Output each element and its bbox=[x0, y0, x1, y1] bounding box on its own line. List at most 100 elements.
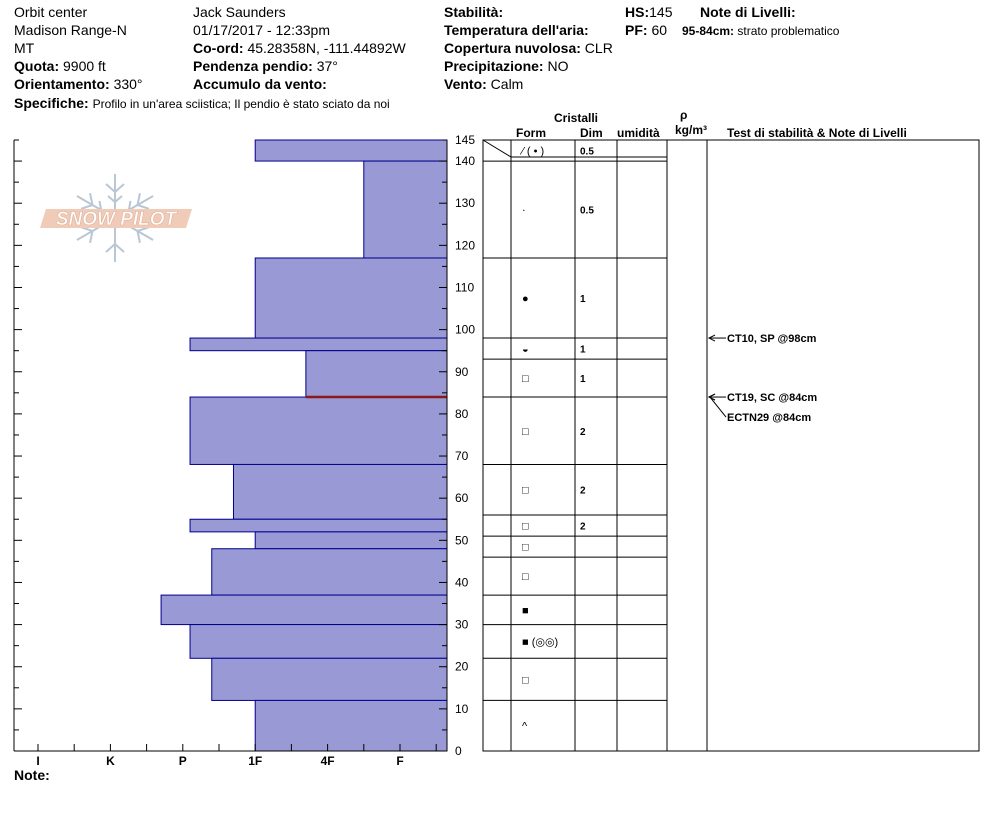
elevation-value: 9900 ft bbox=[63, 58, 106, 74]
depth-tick-label: 40 bbox=[455, 575, 469, 589]
depth-tick-label: 120 bbox=[455, 238, 475, 252]
grain-form-symbol: □ bbox=[522, 426, 529, 438]
slope-label: Pendenza pendio: bbox=[193, 58, 313, 74]
grain-form-symbol: ◒ bbox=[522, 344, 529, 356]
cloud-label: Copertura nuvolosa: bbox=[444, 40, 581, 56]
grain-size: 1 bbox=[580, 294, 586, 305]
depth-tick-label: 30 bbox=[455, 618, 469, 632]
layer-note-range: 95-84cm: bbox=[682, 24, 735, 38]
range: Madison Range-N bbox=[14, 22, 127, 38]
hs-label: HS: bbox=[625, 4, 650, 20]
rho-header: ρ bbox=[680, 108, 688, 122]
pf-row: PF: 60 bbox=[625, 22, 667, 39]
stability-test-label: CT10, SP @98cm bbox=[727, 333, 817, 345]
grain-form-symbol: □ bbox=[522, 571, 529, 583]
hardness-bar bbox=[189, 624, 448, 659]
hardness-bar bbox=[232, 463, 448, 520]
wind-value: Calm bbox=[490, 76, 524, 92]
watermark-text: SNOW PILOT bbox=[56, 209, 178, 230]
datetime: 01/17/2017 - 12:33pm bbox=[193, 22, 330, 38]
grain-form-symbol: □ bbox=[522, 674, 529, 686]
specifics-label: Specifiche: bbox=[14, 95, 89, 111]
grain-size: 1 bbox=[580, 374, 586, 385]
table-frame bbox=[482, 139, 980, 752]
depth-tick-label: 10 bbox=[455, 702, 469, 716]
depth-tick-label: 0 bbox=[455, 744, 462, 758]
pf-value: 60 bbox=[651, 22, 668, 38]
crystals-header: Cristalli bbox=[554, 111, 599, 125]
depth-tick-label: 130 bbox=[455, 196, 475, 210]
test-arrow bbox=[709, 396, 727, 418]
grain-size: 0.5 bbox=[580, 147, 594, 158]
precip-row: Precipitazione: NO bbox=[444, 58, 568, 75]
hs-value: 145 bbox=[649, 4, 673, 20]
layer-connector bbox=[482, 139, 512, 158]
hardness-tick-label: F bbox=[396, 754, 403, 768]
depth-tick-label: 80 bbox=[455, 407, 469, 421]
wind-loading-label: Accumulo da vento: bbox=[193, 76, 327, 92]
hardness-bar bbox=[189, 396, 448, 465]
hardness-tick-label: K bbox=[106, 754, 115, 768]
depth-tick-label: 140 bbox=[455, 154, 475, 168]
specifics-row: Specifiche: Profilo in un'area sciistica… bbox=[14, 95, 390, 113]
wind-label: Vento: bbox=[444, 76, 487, 92]
hardness-bar bbox=[254, 257, 448, 339]
snowpilot-watermark: SNOW PILOT bbox=[40, 173, 192, 263]
slope-value: 37° bbox=[316, 58, 338, 74]
air-temp-label: Temperatura dell'aria: bbox=[444, 22, 589, 38]
wind-row: Vento: Calm bbox=[444, 76, 523, 93]
grain-size: 0.5 bbox=[580, 206, 594, 217]
hardness-bar bbox=[305, 350, 448, 398]
location: Orbit center bbox=[14, 4, 88, 20]
form-header: Form bbox=[516, 126, 546, 140]
hs-row: HS:145 bbox=[625, 4, 672, 21]
tests-header: Test di stabilità & Note di Livelli bbox=[727, 126, 907, 140]
cloud-row: Copertura nuvolosa: CLR bbox=[444, 40, 613, 57]
depth-tick-label: 70 bbox=[455, 449, 469, 463]
grain-size: 2 bbox=[580, 427, 586, 438]
hardness-bar bbox=[363, 160, 448, 259]
cloud-value: CLR bbox=[584, 40, 613, 56]
observer: Jack Saunders bbox=[193, 4, 286, 20]
layer-note-text: strato problematico bbox=[737, 24, 840, 38]
hardness-bar bbox=[189, 518, 448, 533]
stability-test-label: CT19, SC @84cm bbox=[727, 392, 817, 404]
hardness-bar bbox=[254, 699, 448, 752]
grain-form-symbol: □ bbox=[522, 373, 529, 385]
depth-tick-label: 100 bbox=[455, 323, 475, 337]
moisture-header: umidità bbox=[617, 126, 660, 140]
grain-size: 1 bbox=[580, 345, 586, 356]
notes-label: Note: bbox=[14, 767, 50, 783]
hardness-tick-label: 4F bbox=[321, 754, 335, 768]
grain-form-symbol: □ bbox=[522, 521, 529, 533]
grain-form-symbol: · bbox=[522, 205, 526, 217]
depth-tick-label: 60 bbox=[455, 491, 469, 505]
hardness-tick-label: I bbox=[36, 754, 39, 768]
precip-label: Precipitazione: bbox=[444, 58, 544, 74]
depth-tick-label: 20 bbox=[455, 660, 469, 674]
grain-form-symbol: ■ (◎◎) bbox=[522, 636, 558, 648]
size-header: Dim bbox=[580, 126, 603, 140]
density-unit-header: kg/m³ bbox=[675, 123, 708, 137]
grain-form-symbol: □ bbox=[522, 485, 529, 497]
depth-tick-label: 110 bbox=[455, 280, 474, 294]
grain-form-symbol: ^ bbox=[522, 721, 528, 733]
grain-form-symbol: □ bbox=[522, 542, 529, 554]
elevation-label: Quota: bbox=[14, 58, 60, 74]
wind-loading-row: Accumulo da vento: bbox=[193, 76, 327, 93]
hardness-bar bbox=[211, 548, 448, 596]
depth-tick-label: 50 bbox=[455, 533, 469, 547]
hardness-bar bbox=[254, 531, 448, 550]
depth-tick-label: 90 bbox=[455, 365, 469, 379]
grain-form-symbol: ⁄ ( • ) bbox=[519, 146, 544, 158]
elevation-row: Quota: 9900 ft bbox=[14, 58, 106, 75]
grain-size: 2 bbox=[580, 522, 586, 533]
hardness-bar bbox=[160, 594, 448, 626]
hardness-tick-label: P bbox=[179, 754, 187, 768]
test-arrowhead bbox=[707, 334, 716, 342]
stability-test-label: ECTN29 @84cm bbox=[727, 412, 811, 424]
aspect-row: Orientamento: 330° bbox=[14, 76, 143, 93]
coord-row: Co-ord: 45.28358N, -111.44892W bbox=[193, 40, 406, 57]
layer-note-row: 95-84cm: strato problematico bbox=[682, 23, 839, 40]
